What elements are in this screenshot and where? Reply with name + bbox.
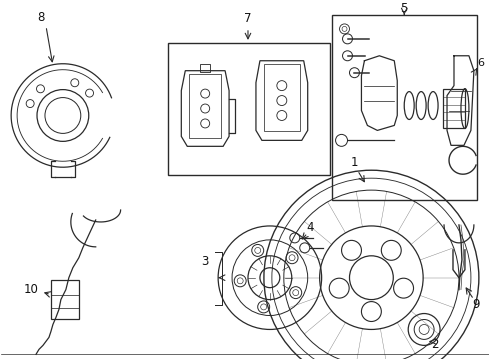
Bar — [169, 43, 330, 175]
Bar — [443, 89, 465, 129]
Bar — [200, 64, 210, 72]
Text: 7: 7 — [244, 13, 252, 26]
Text: 10: 10 — [24, 283, 39, 296]
Text: 8: 8 — [37, 12, 45, 24]
Text: 1: 1 — [351, 156, 358, 169]
Text: 3: 3 — [201, 255, 209, 268]
Bar — [264, 64, 300, 131]
Bar — [51, 280, 79, 319]
Text: 5: 5 — [400, 3, 408, 15]
Bar — [332, 15, 477, 200]
Text: 2: 2 — [431, 338, 439, 351]
Text: 6: 6 — [477, 58, 484, 68]
Bar — [189, 74, 221, 138]
Text: 4: 4 — [306, 221, 314, 234]
Text: 9: 9 — [472, 298, 480, 311]
